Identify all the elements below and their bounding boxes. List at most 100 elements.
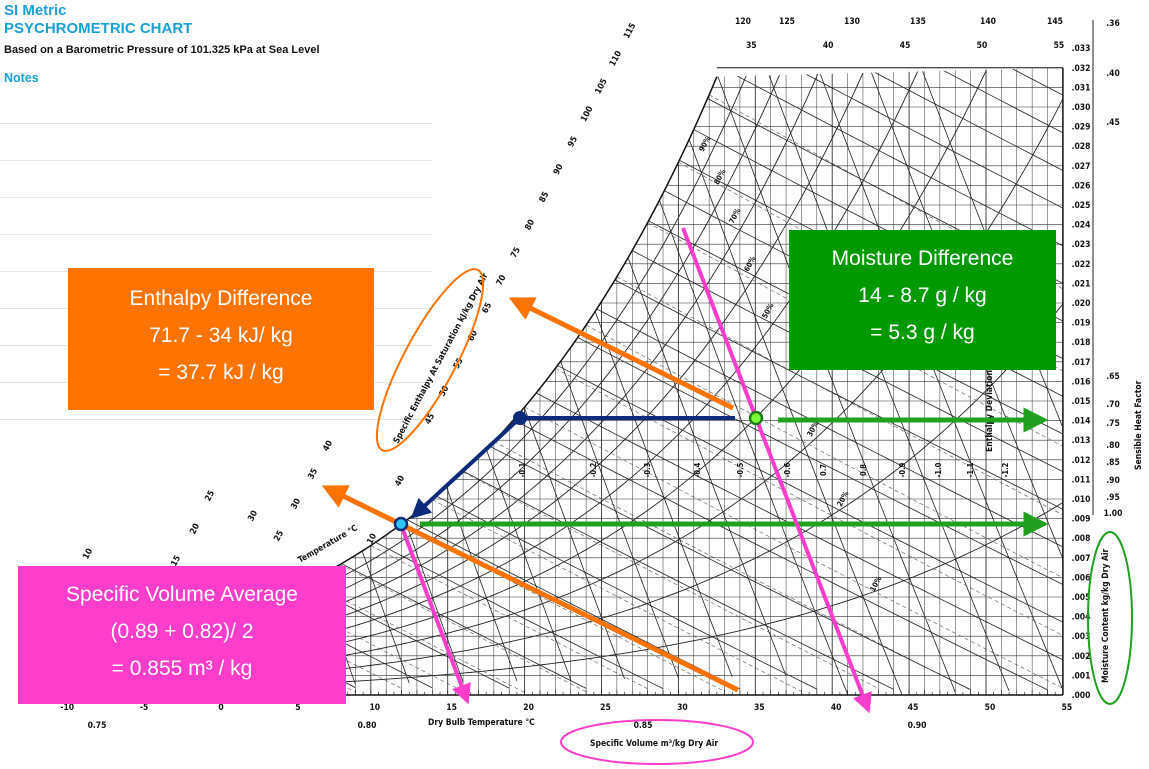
deviation-tick-label: -0.2 — [589, 462, 598, 477]
chart-subtitle: Based on a Barometric Pressure of 101.32… — [4, 44, 320, 56]
top-enthalpy-tick-label: 125 — [779, 17, 795, 27]
rh-label: 50% — [760, 301, 776, 320]
y-tick-label: .022 — [1072, 260, 1091, 270]
y-tick-label: .028 — [1072, 142, 1091, 152]
enthalpy-line — [939, 67, 1063, 96]
x-tick-label: 30 — [677, 703, 688, 713]
top-temp-tick-label: 50 — [977, 41, 988, 51]
specific-volume-box: Specific Volume Average (0.89 + 0.82)/ 2… — [18, 566, 346, 704]
volume-line-upper — [681, 227, 872, 714]
enthalpy-tick-label: 20 — [188, 522, 202, 536]
y-tick-label: .007 — [1072, 554, 1091, 564]
moisture-difference-box: Moisture Difference 14 - 8.7 g / kg = 5.… — [789, 230, 1056, 370]
notes-line — [0, 234, 432, 235]
y-tick-label: .032 — [1072, 64, 1091, 74]
y-tick-label: .025 — [1072, 201, 1091, 211]
enthalpy-tick-label: 40 — [321, 439, 335, 453]
volume-label-ellipse — [560, 719, 754, 765]
x-tick-label: 35 — [754, 703, 765, 713]
x-tick-label: 5 — [295, 703, 300, 713]
x-tick-label: 45 — [908, 703, 919, 713]
enthalpy-tick-label: 90 — [552, 163, 566, 177]
state-point-2[interactable] — [748, 410, 764, 426]
wet-bulb-line — [647, 222, 1063, 447]
shf-tick-label: .80 — [1106, 441, 1120, 451]
enthalpy-line — [878, 67, 1063, 134]
top-enthalpy-tick-label: 145 — [1047, 17, 1063, 27]
y-tick-label: .013 — [1072, 436, 1091, 446]
top-enthalpy-tick-label: 140 — [980, 17, 996, 27]
wetbulb-tick-label: 30 — [246, 509, 260, 523]
y-tick-label: .017 — [1072, 358, 1091, 368]
volume-box-line2: = 0.855 m³ / kg — [111, 657, 253, 680]
enthalpy-tick-label: 105 — [593, 77, 609, 96]
wet-bulb-line — [432, 499, 802, 692]
volume-tick-label: 0.75 — [88, 721, 107, 731]
deviation-tick-label: -1.1 — [966, 462, 975, 477]
deviation-tick-label: -0.9 — [898, 462, 907, 477]
x-tick-label: 40 — [831, 703, 842, 713]
y-tick-label: .026 — [1072, 181, 1091, 191]
wet-bulb-line — [401, 523, 725, 692]
volume-line-lower — [401, 529, 471, 705]
enthalpy-line — [724, 67, 1063, 209]
deviation-tick-label: 0.7 — [819, 464, 828, 476]
x-tick-label: 15 — [446, 703, 457, 713]
deviation-axis-title: Enthalpy Deviation — [985, 370, 995, 452]
y-tick-label: .023 — [1072, 240, 1091, 250]
y-tick-label: .004 — [1072, 613, 1091, 623]
shf-tick-label: .65 — [1106, 372, 1120, 382]
y-tick-label: .015 — [1072, 397, 1091, 407]
y-tick-label: .030 — [1072, 103, 1091, 113]
x-tick-label: 0 — [218, 703, 223, 713]
deviation-tick-label: -0.4 — [693, 462, 702, 477]
enthalpy-axis-title: Specific Enthalpy At Saturation kJ/kg Dr… — [392, 271, 491, 445]
enthalpy-tick-label: 10 — [81, 547, 95, 561]
x-tick-label: 10 — [369, 703, 380, 713]
enthalpy-tick-label: 75 — [509, 246, 523, 260]
y-tick-label: .018 — [1072, 338, 1091, 348]
x-tick-label: -5 — [140, 703, 149, 713]
moisture-box-line2: = 5.3 g / kg — [870, 321, 975, 344]
specific-volume-line — [701, 67, 956, 693]
specific-volume-line — [654, 67, 902, 694]
volume-axis-title: Specific Volume m³/kg Dry Air — [590, 739, 718, 749]
deviation-tick-label: -0.6 — [783, 462, 792, 477]
process-path — [410, 416, 735, 519]
enthalpy-tick-label: 45 — [423, 412, 437, 426]
notes-line — [0, 197, 432, 198]
enthalpy-tick-label: 110 — [608, 49, 624, 68]
y-tick-label: .021 — [1072, 279, 1091, 289]
deviation-tick-label: -0.5 — [736, 462, 745, 477]
shf-tick-label: 1.00 — [1104, 509, 1123, 519]
process-corner-point — [513, 411, 527, 425]
notes-line — [0, 160, 432, 161]
specific-volume-line — [339, 67, 572, 681]
wet-bulb-line — [555, 368, 1063, 636]
y-axis-title: Moisture Content kg/kg Dry Air — [1101, 548, 1111, 683]
deviation-tick-label: -0.1 — [518, 462, 527, 477]
enthalpy-arrow-upper — [508, 297, 735, 411]
y-tick-label: .014 — [1072, 417, 1091, 427]
volume-box-line1: (0.89 + 0.82)/ 2 — [110, 620, 254, 643]
y-tick-label: .006 — [1072, 573, 1091, 583]
x-tick-label: 25 — [600, 703, 611, 713]
y-tick-label: .008 — [1072, 534, 1091, 544]
state-point-1[interactable] — [393, 516, 409, 532]
shf-axis-title: Sensible Heat Factor — [1134, 380, 1144, 470]
volume-box-title: Specific Volume Average — [66, 583, 298, 606]
enthalpy-tick-label: 115 — [622, 22, 638, 41]
volume-tick-label: 0.80 — [358, 721, 377, 731]
header-line1: SI Metric — [4, 2, 67, 19]
y-tick-label: .010 — [1072, 495, 1091, 505]
enthalpy-label-ellipse — [375, 268, 485, 452]
enthalpy-tick-label: 85 — [538, 190, 552, 204]
moisture-label-ellipse — [1087, 531, 1133, 705]
moisture-box-title: Moisture Difference — [831, 247, 1014, 270]
shf-tick-label: .36 — [1106, 19, 1120, 29]
deviation-tick-label: 0.8 — [859, 464, 868, 476]
y-tick-label: .003 — [1072, 632, 1091, 642]
y-tick-label: .005 — [1072, 593, 1091, 603]
enthalpy-tick-label: 30 — [289, 497, 303, 511]
y-tick-label: .029 — [1072, 123, 1091, 133]
